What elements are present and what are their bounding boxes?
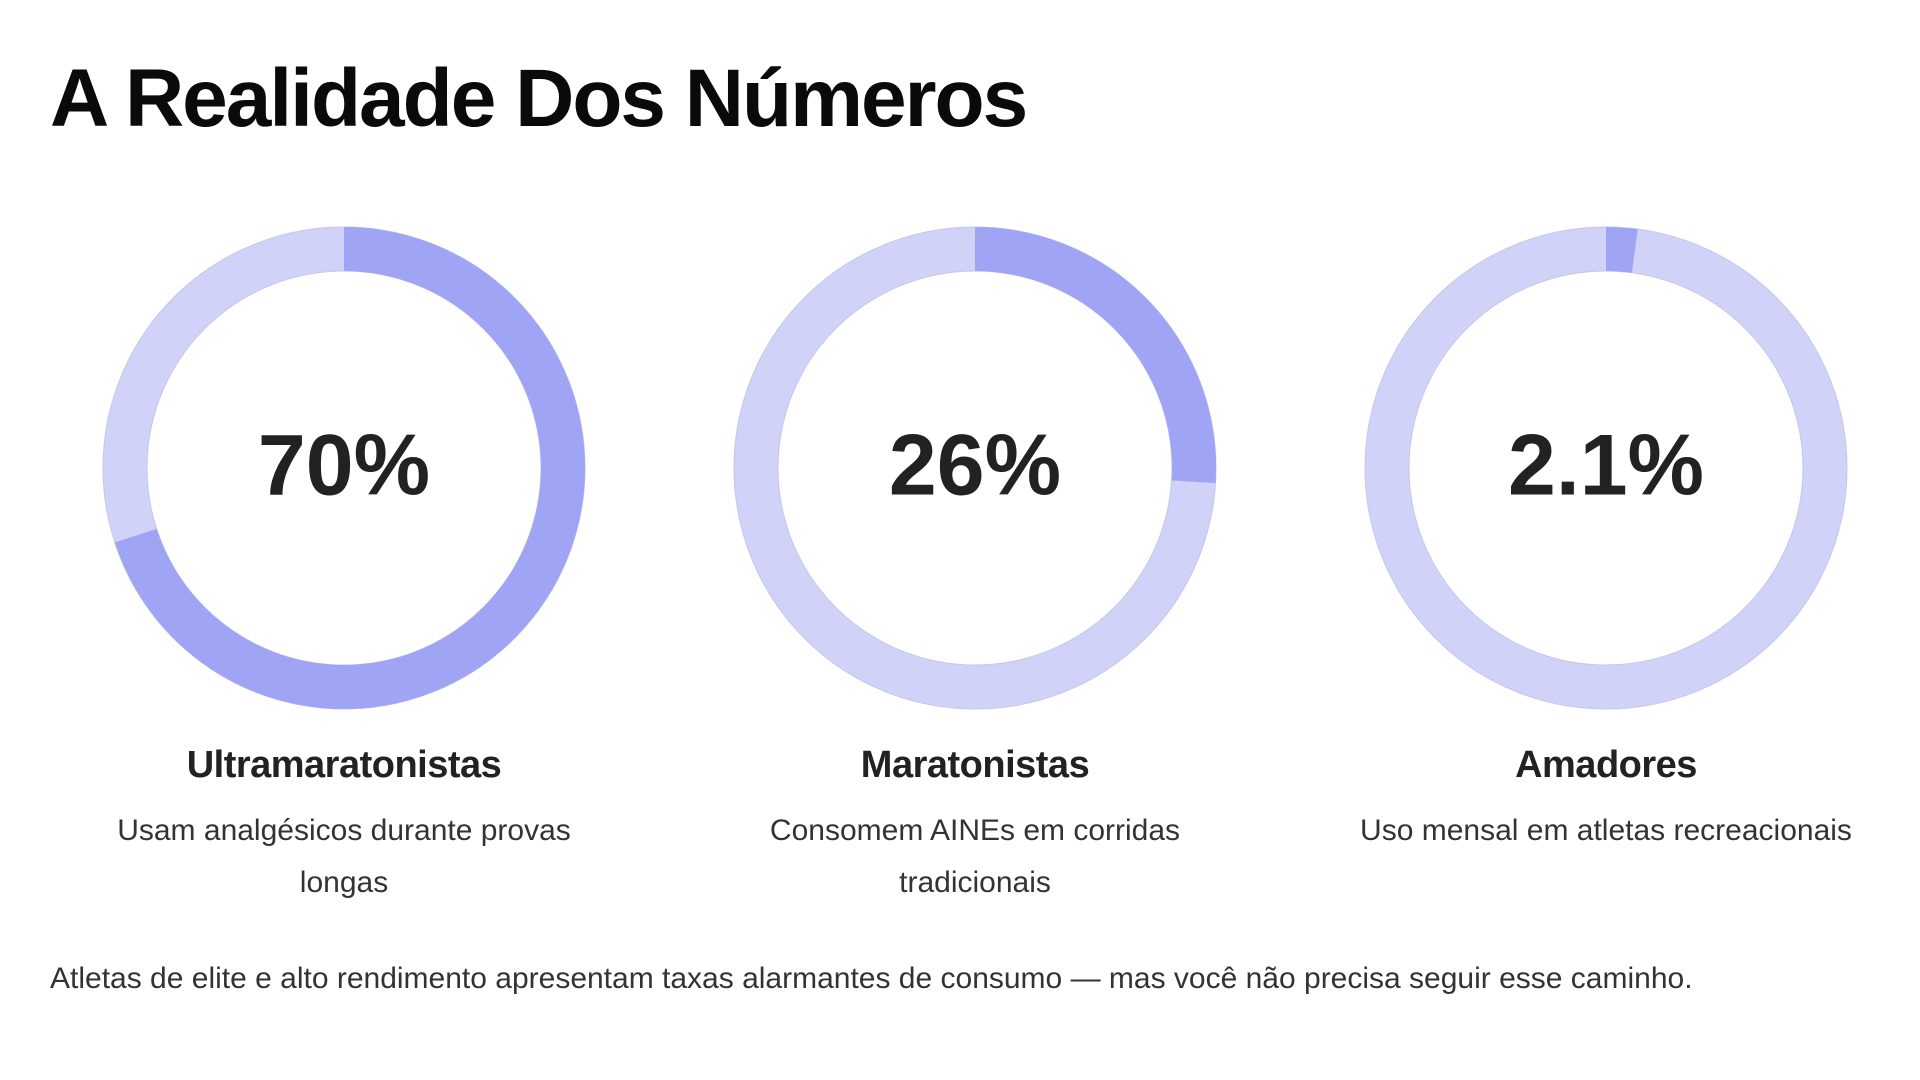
donut-arc	[114, 227, 585, 709]
value-label: 26%	[889, 418, 1061, 514]
donut-arc	[974, 227, 1216, 484]
stat-description: Consomem AINEs em corridas tradicionais	[769, 814, 1181, 899]
stat-title: Maratonistas	[860, 744, 1090, 786]
donut-chart: 2.1%	[1364, 226, 1848, 710]
footer-text: Atletas de elite e alto rendimento apres…	[50, 962, 1693, 995]
donut-chart: 70%	[102, 226, 586, 710]
stat-description: Uso mensal em atletas recreacionais	[1360, 814, 1852, 847]
page-title: A Realidade Dos Números	[50, 53, 1028, 144]
stat-card: 2.1% Amadores Uso mensal em atletas recrea…	[1306, 220, 1906, 857]
stat-card: 26% Maratonistas Consomem AINEs em corrida…	[675, 220, 1275, 909]
value-label: 2.1%	[1508, 418, 1704, 514]
value-label: 70%	[258, 418, 430, 514]
donut-chart: 26%	[733, 226, 1217, 710]
donut-arc	[1605, 227, 1638, 273]
stat-description: Usam analgésicos durante provas longas	[117, 814, 571, 899]
stat-title: Ultramaratonistas	[186, 744, 502, 786]
stat-title: Amadores	[1515, 744, 1697, 786]
stat-card: 70% Ultramaratonistas Usam analgésicos dur…	[44, 220, 644, 909]
